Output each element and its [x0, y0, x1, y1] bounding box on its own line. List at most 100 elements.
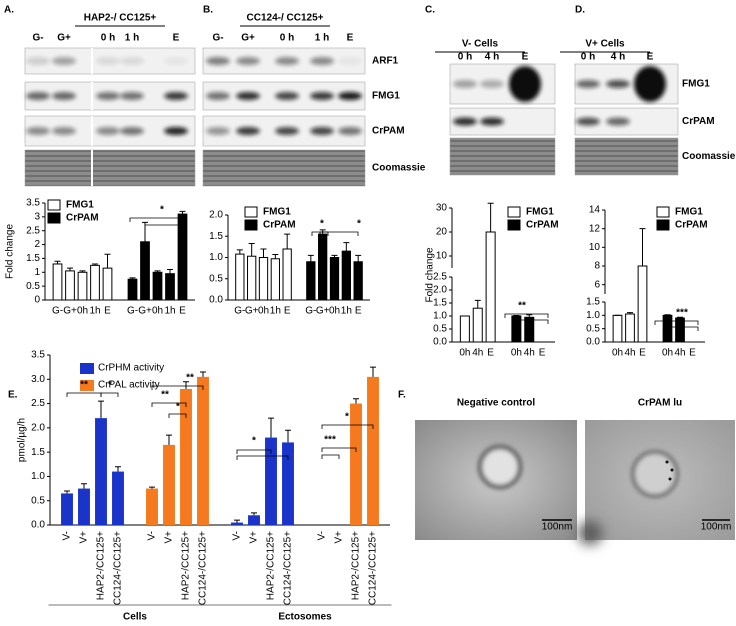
blot-strip [574, 137, 679, 176]
blot-band [120, 57, 144, 65]
panel-label: E. [8, 390, 18, 401]
legend-label: CrPAM [675, 220, 708, 231]
bar [341, 250, 351, 301]
y-tick-label: 0.0 [433, 337, 447, 348]
legend-swatch [656, 206, 670, 218]
x-tick-label: CC124-/CC125+ [113, 531, 124, 605]
panel-label: C. [425, 5, 435, 16]
legend-label: CrPAM [526, 220, 559, 231]
significance-bracket [236, 449, 272, 454]
blot-band [26, 57, 50, 65]
lane-label: G+ [241, 33, 255, 44]
gold-particle [665, 460, 669, 464]
lane-label: 4 h [485, 52, 499, 63]
bar [662, 314, 673, 343]
error-bar [104, 253, 111, 269]
significance-bracket [236, 455, 289, 460]
error-bar [260, 248, 267, 258]
error-bar [355, 254, 362, 262]
blot-band [606, 80, 630, 88]
x-tick-label: G+ [316, 306, 330, 317]
x-tick-label: CC124-/CC125+ [368, 531, 379, 605]
x-tick-label: 1h [164, 306, 175, 317]
x-tick-label: HAP2-/CC125+ [96, 531, 107, 600]
x-tick-label: 1h [270, 306, 281, 317]
vesicle [477, 444, 523, 490]
x-tick-label: V- [317, 531, 328, 540]
significance: ** [186, 373, 194, 384]
legend-label: FMG1 [526, 207, 554, 218]
x-tick-label: 4h [624, 348, 635, 359]
blot-band [310, 57, 334, 65]
y-tick-label: 3.5 [26, 198, 40, 209]
error-bar [272, 254, 279, 259]
bar [127, 278, 138, 301]
bar [77, 271, 88, 301]
x-tick-label: V+ [334, 531, 345, 544]
blot-band [96, 127, 120, 135]
x-tick-label: V+ [79, 531, 90, 544]
y-tick-label: 1 [34, 267, 40, 278]
bar [258, 257, 269, 301]
error-bar [92, 263, 98, 266]
scale-bar-label: 100nm [542, 522, 573, 533]
y-tick-label: 2.5 [26, 225, 40, 236]
blot-band [236, 57, 260, 65]
y-tick-label: 1.0 [433, 311, 447, 322]
error-bar [677, 316, 683, 318]
error-bar [154, 270, 161, 273]
error-bar [664, 314, 671, 316]
vesicle [631, 450, 679, 498]
x-tick-label: 0h [152, 306, 163, 317]
bar [612, 314, 623, 343]
bar [146, 488, 158, 525]
significance: * [345, 412, 349, 423]
scale-bar-label: 100nm [701, 522, 732, 533]
blot-header: V+ Cells [585, 39, 625, 50]
significance-bracket [66, 392, 102, 397]
y-tick-label: 1.0 [31, 471, 45, 482]
bar [90, 264, 100, 301]
blot-band [206, 127, 230, 135]
significance-bracket [144, 224, 186, 229]
bar [524, 316, 535, 343]
y-tick-label: 2.0 [31, 422, 45, 433]
blot-band [338, 57, 362, 65]
error-bar [307, 254, 314, 262]
y-tick-label: 3.0 [31, 374, 45, 385]
bar [102, 267, 113, 301]
bar [140, 241, 150, 301]
x-tick-label: E [284, 306, 291, 317]
legend-swatch [80, 380, 94, 391]
bar [235, 253, 245, 301]
error-bar [285, 429, 291, 443]
legend-swatch [244, 219, 258, 231]
significance-bracket [519, 319, 549, 324]
error-bar [331, 254, 338, 258]
x-tick-label: V- [62, 531, 73, 540]
lane-label: E [173, 33, 180, 44]
blot-band [236, 127, 260, 135]
x-tick-label: E [104, 306, 111, 317]
micrograph-label: CrPAM lu [638, 398, 682, 409]
y-tick-label: 1.5 [209, 231, 223, 242]
legend-label: CrPAL activity [98, 380, 160, 391]
blot-band [634, 66, 666, 102]
bar [511, 315, 522, 343]
legend-swatch [47, 199, 61, 211]
y-tick-label: 0.5 [586, 323, 600, 334]
bar [180, 389, 192, 525]
y-tick-label: 1.5 [31, 447, 45, 458]
legend-label: FMG1 [66, 200, 94, 211]
lane-label: E [647, 52, 654, 63]
bar [367, 376, 379, 525]
blot-band [164, 127, 188, 135]
x-tick-label: E [689, 348, 696, 359]
error-bar [167, 269, 173, 274]
error-bar [627, 312, 633, 314]
x-tick-label: E [639, 348, 646, 359]
legend-label: CrPAM [66, 213, 99, 224]
y-tick-label: 1.5 [26, 253, 40, 264]
bar [231, 522, 243, 525]
blot-band [52, 92, 76, 100]
